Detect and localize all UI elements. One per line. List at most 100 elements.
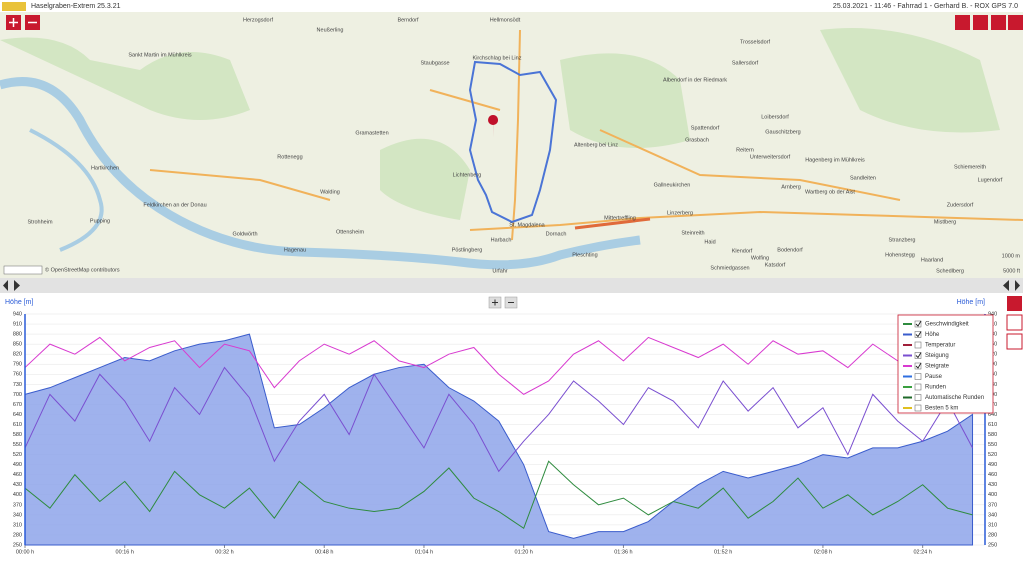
place-label: Hellmonsödt	[490, 17, 521, 23]
place-label: Zudersdorf	[947, 202, 974, 208]
place-label: Kirchschlag bei Linz	[473, 55, 522, 61]
place-label: Feldkirchen an der Donau	[143, 202, 206, 208]
y2-tick-label: 430	[988, 482, 997, 488]
layers-button[interactable]	[973, 15, 988, 30]
place-label: Schiemereith	[954, 164, 986, 170]
legend-label: Pause	[925, 374, 943, 380]
y-tick-label: 640	[13, 412, 22, 418]
place-label: Altenberg bei Linz	[574, 142, 618, 148]
legend-check	[915, 320, 922, 327]
legend-label: Temperatur	[925, 343, 955, 349]
x-tick-label: 02:24 h	[913, 549, 931, 555]
chart-menu-button[interactable]	[1007, 296, 1022, 311]
logo	[2, 2, 26, 11]
area	[24, 333, 974, 546]
place-label: Klendorf	[732, 248, 753, 254]
license-badge	[3, 265, 43, 275]
y-tick-label: 850	[13, 342, 22, 348]
y2-tick-label: 460	[988, 472, 997, 478]
place-label: Hagenberg im Mühlkreis	[805, 157, 865, 163]
place-label: Dornach	[546, 231, 567, 237]
place-label: Ottensheim	[336, 229, 365, 235]
river	[0, 77, 641, 270]
place-label: Mittertreffling	[604, 215, 636, 221]
legend-checkbox[interactable]	[914, 404, 922, 412]
place-label: Pupping	[90, 218, 110, 224]
place-label: Walding	[320, 189, 340, 195]
legend-label: Besten 5 km	[925, 406, 958, 412]
legend-checkbox[interactable]	[914, 373, 922, 380]
chart-type-button[interactable]	[1006, 314, 1023, 331]
legend-checkbox[interactable]	[914, 362, 922, 370]
place-label: St. Magdalena	[509, 222, 545, 228]
legend-label: Runden	[925, 385, 946, 391]
place-label: Hartkirchen	[91, 165, 119, 171]
chart-button[interactable]	[991, 15, 1006, 30]
y-tick-label: 400	[13, 492, 22, 498]
y-tick-label: 370	[13, 502, 22, 508]
position-marker	[488, 115, 499, 138]
scale-metric: 1000 m	[1002, 253, 1021, 259]
ride-info: 25.03.2021 - 11:46 - Fahrrad 1 - Gerhard…	[833, 3, 1018, 10]
place-label: Spattendorf	[691, 125, 720, 131]
place-label: Lichtenberg	[453, 172, 482, 178]
chart-zoom-in-icon	[492, 299, 498, 306]
legend-checkbox[interactable]	[914, 352, 922, 359]
y2-tick-label: 580	[988, 432, 997, 438]
place-label: Gramastetten	[355, 130, 388, 136]
y-tick-label: 280	[13, 532, 22, 538]
timeline-strip[interactable]	[0, 278, 1023, 293]
place-label: Staubgasse	[420, 60, 449, 66]
place-label: Strohheim	[27, 219, 52, 225]
y-axis-title-right[interactable]: Höhe [m]	[957, 299, 985, 306]
place-label: Hagenau	[284, 247, 306, 253]
place-label: Stranzberg	[889, 237, 916, 243]
place-label: Schedlberg	[936, 268, 964, 274]
place-label: Loibersdorf	[761, 114, 789, 120]
y-tick-label: 340	[13, 512, 22, 518]
place-label: Wartberg ob der Aist	[805, 189, 855, 195]
place-label: Reitern	[736, 147, 754, 153]
legend-check	[915, 352, 922, 359]
forest	[820, 28, 1000, 133]
legend-box	[897, 314, 994, 414]
y2-tick-label: 250	[988, 542, 997, 548]
place-label: Gallneukirchen	[654, 182, 691, 188]
line	[24, 366, 973, 473]
y-tick-label: 700	[13, 392, 22, 398]
zoom-in-icon	[9, 18, 18, 27]
place-label: Sallersdorf	[732, 60, 759, 66]
legend-checkbox[interactable]	[914, 341, 922, 349]
place-label: Hohenstegg	[885, 252, 915, 258]
place-label: Berndorf	[397, 17, 419, 23]
legend-checkbox[interactable]	[914, 320, 922, 328]
place-label: Urfahr	[492, 268, 507, 274]
y-tick-label: 790	[13, 362, 22, 368]
y-axis-title-left[interactable]: Höhe [m]	[5, 299, 33, 306]
place-label: Katsdorf	[765, 262, 786, 268]
legend-checkbox[interactable]	[914, 383, 922, 391]
y2-tick-label: 310	[988, 522, 997, 528]
menu-button[interactable]	[1008, 15, 1023, 30]
forest	[380, 138, 470, 220]
legend-checkbox[interactable]	[914, 394, 922, 401]
y-tick-label: 940	[13, 311, 22, 317]
legend-checkbox[interactable]	[914, 331, 922, 338]
scale-imperial: 5000 ft	[1003, 268, 1020, 274]
place-label: Arnberg	[781, 184, 801, 190]
chart-reset-button[interactable]	[1006, 333, 1023, 350]
locate-button[interactable]	[955, 15, 970, 30]
legend-label: Höhe	[925, 332, 940, 338]
map[interactable]: Herzogsdorf Neußerling Berndorf Hellmonsödt…	[0, 12, 1023, 278]
place-label: Sandleiten	[850, 175, 876, 181]
y-tick-label: 880	[13, 332, 22, 338]
place-label: Pleschting	[572, 252, 597, 258]
line	[24, 460, 973, 530]
legend-check	[915, 362, 922, 369]
x-tick-label: 00:16 h	[116, 549, 134, 555]
y-tick-label: 250	[13, 542, 22, 548]
place-label: Linzerberg	[667, 210, 693, 216]
place-label: Wolfing	[751, 255, 769, 261]
x-tick-label: 01:04 h	[415, 549, 433, 555]
x-tick-label: 01:36 h	[614, 549, 632, 555]
